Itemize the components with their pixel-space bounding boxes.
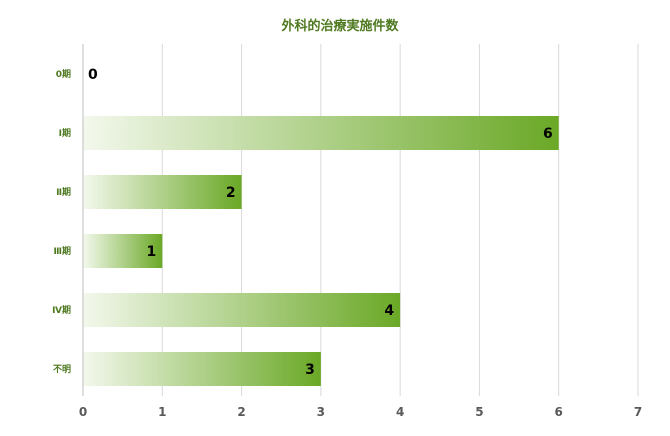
category-label: Ⅰ期 [59, 127, 71, 139]
category-label: Ⅲ期 [53, 245, 71, 257]
x-tick-label: 5 [475, 405, 483, 419]
category-label: 0期 [56, 68, 71, 80]
x-tick-label: 4 [396, 405, 404, 419]
x-tick-label: 0 [79, 405, 87, 419]
x-tick-label: 1 [158, 405, 166, 419]
data-label: 3 [305, 362, 315, 378]
gridlines [82, 44, 639, 396]
bars [83, 116, 559, 386]
data-label: 4 [384, 303, 394, 319]
chart-title: 外科的治療実施件数 [280, 18, 399, 34]
bar [83, 116, 559, 150]
category-label: Ⅱ期 [56, 186, 71, 198]
bar [83, 175, 242, 209]
data-label: 0 [88, 67, 98, 83]
bar [83, 234, 163, 268]
x-axis-tick-labels: 0 1 2 3 4 5 6 7 [79, 405, 642, 419]
data-label: 1 [147, 244, 157, 260]
bar [83, 352, 321, 386]
x-tick-label: 7 [634, 405, 642, 419]
category-label: Ⅳ期 [52, 304, 71, 316]
data-labels: 0 6 2 1 4 3 [88, 67, 553, 378]
x-tick-label: 6 [555, 405, 563, 419]
x-tick-label: 2 [237, 405, 245, 419]
category-label: 不明 [53, 364, 71, 375]
data-label: 6 [543, 126, 553, 142]
bar [83, 293, 401, 327]
x-tick-label: 3 [317, 405, 325, 419]
data-label: 2 [226, 185, 236, 201]
